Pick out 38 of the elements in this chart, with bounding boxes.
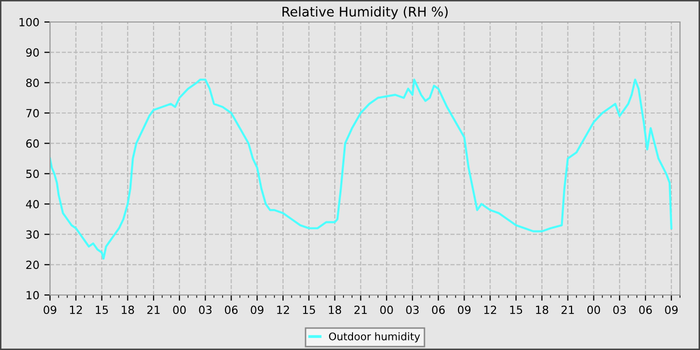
x-tick-label: 00 xyxy=(380,306,393,314)
x-tick-label: 12 xyxy=(70,306,82,314)
y-tick-label: 40 xyxy=(26,200,39,208)
y-tick-label: 60 xyxy=(26,139,39,148)
x-tick-label: 09 xyxy=(44,306,56,314)
x-tick-label: 06 xyxy=(639,306,652,314)
x-tick-label: 00 xyxy=(173,306,186,314)
legend-label: Outdoor humidity xyxy=(329,332,420,342)
x-tick-label: 12 xyxy=(277,306,289,314)
x-tick-label: 09 xyxy=(250,306,264,314)
x-tick-label: 15 xyxy=(510,306,522,314)
x-tick-label: 12 xyxy=(484,306,496,314)
chart-title: Relative Humidity (RH %) xyxy=(282,6,448,20)
x-tick-label: 21 xyxy=(354,306,367,314)
x-tick-label: 06 xyxy=(224,306,238,314)
x-tick-label: 09 xyxy=(665,306,678,314)
x-tick-label: 18 xyxy=(328,306,342,314)
y-tick-label: 90 xyxy=(26,48,39,57)
x-tick-label: 09 xyxy=(458,306,471,314)
x-tick-label: 18 xyxy=(536,306,548,314)
y-tick-label: 80 xyxy=(26,78,39,88)
y-tick-label: 100 xyxy=(20,18,39,26)
x-tick-label: 15 xyxy=(96,306,108,314)
x-tick-label: 03 xyxy=(613,306,626,314)
line-series xyxy=(50,78,672,260)
y-tick-label: 20 xyxy=(26,260,39,270)
x-tick-label: 15 xyxy=(303,306,316,314)
x-tick-label: 03 xyxy=(199,306,212,314)
y-tick-label: 50 xyxy=(26,170,39,178)
y-tick-label: 30 xyxy=(26,230,39,239)
x-tick-label: 00 xyxy=(587,306,600,314)
y-tick-label: 70 xyxy=(26,108,39,118)
x-tick-label: 03 xyxy=(406,306,419,314)
y-tick-label: 10 xyxy=(26,290,39,300)
x-tick-label: 18 xyxy=(122,306,134,314)
x-tick-label: 21 xyxy=(147,306,160,314)
x-tick-label: 21 xyxy=(562,306,574,314)
x-tick-label: 06 xyxy=(432,306,445,314)
